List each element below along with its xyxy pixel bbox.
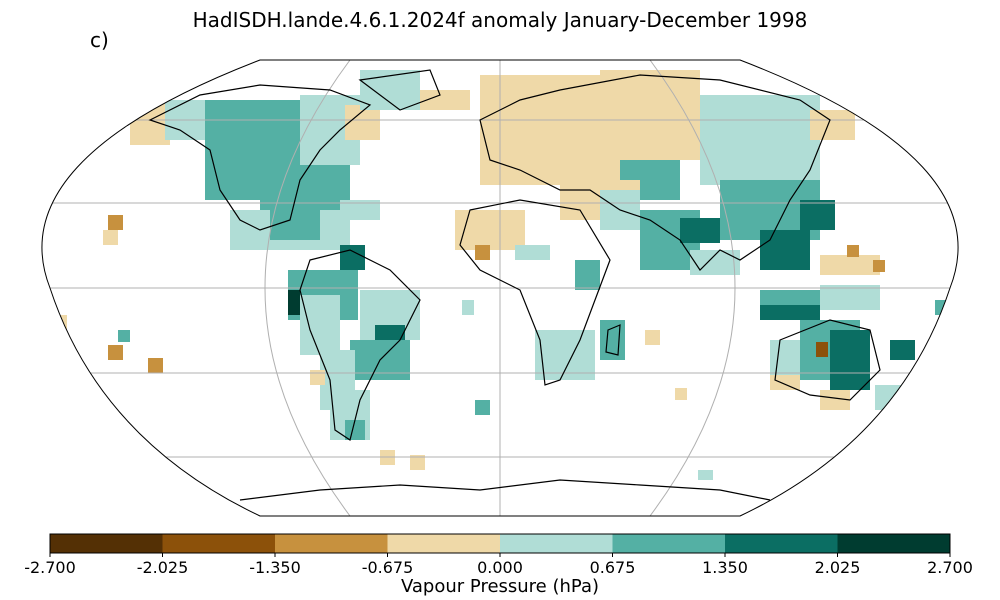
- grid-cell: [873, 260, 885, 272]
- grid-cell: [475, 400, 490, 415]
- grid-cell: [288, 290, 300, 315]
- grid-cell: [515, 245, 550, 260]
- grid-cell: [52, 315, 67, 330]
- colorbar-tick-label: -1.350: [249, 558, 301, 577]
- grid-cell: [420, 90, 470, 110]
- colorbar-segment: [725, 534, 838, 553]
- colorbar-segment: [275, 534, 388, 553]
- colorbar-tick-label: 1.350: [702, 558, 748, 577]
- grid-cell: [462, 300, 474, 315]
- grid-cell: [300, 295, 340, 355]
- graticule: [41, 60, 959, 516]
- colorbar-segment: [162, 534, 275, 553]
- colorbar-tick-label: -0.675: [361, 558, 414, 577]
- grid-cell: [345, 420, 365, 440]
- colorbar-segment: [50, 534, 163, 553]
- grid-cell: [770, 375, 800, 390]
- grid-cell: [800, 200, 835, 230]
- grid-cell: [108, 215, 123, 230]
- grid-cell: [645, 330, 660, 345]
- colorbar: [49, 533, 951, 557]
- grid-cell: [475, 245, 490, 260]
- grid-cell: [455, 210, 525, 250]
- grid-cell: [680, 218, 720, 243]
- grid-cell: [820, 285, 880, 310]
- grid-cell: [690, 250, 740, 275]
- grid-cell: [820, 390, 850, 410]
- grid-cell: [890, 340, 915, 360]
- grid-cell: [760, 230, 810, 270]
- colorbar-segment: [500, 534, 613, 553]
- grid-cell: [345, 105, 380, 140]
- grid-cell: [700, 95, 820, 185]
- grid-cell: [410, 455, 425, 470]
- grid-cell: [103, 230, 118, 245]
- grid-cell: [310, 370, 325, 385]
- colorbar-segment: [837, 534, 950, 553]
- grid-cell: [108, 345, 123, 360]
- colorbar-tick-label: -2.025: [136, 558, 189, 577]
- colorbar-tick-label: 0.000: [477, 558, 523, 577]
- map-border: [41, 59, 959, 517]
- grid-cell: [816, 342, 828, 357]
- colorbar-label: Vapour Pressure (hPa): [400, 576, 600, 597]
- grid-cell: [575, 260, 600, 290]
- grid-cell: [148, 358, 163, 373]
- grid-cell: [675, 388, 687, 400]
- colorbar-tick-label: 2.700: [927, 558, 973, 577]
- colorbar-tick-label: -2.700: [24, 558, 76, 577]
- grid-cell: [480, 75, 620, 185]
- grid-cell: [760, 305, 820, 320]
- grid-cell: [698, 470, 713, 480]
- grid-cell: [830, 330, 870, 390]
- grid-cell: [270, 210, 320, 240]
- grid-cell: [340, 200, 380, 220]
- grid-cell: [535, 330, 595, 380]
- grid-cell: [340, 245, 365, 270]
- colorbar-tick-label: 2.025: [814, 558, 861, 577]
- anomaly-grid: [52, 70, 950, 480]
- grid-cell: [847, 245, 859, 257]
- grid-cell: [130, 85, 170, 145]
- map-title: HadISDH.lande.4.6.1.2024f anomaly Januar…: [192, 8, 808, 32]
- grid-cell: [360, 70, 420, 110]
- coastlines: [148, 69, 881, 501]
- colorbar-tick-label: 0.675: [589, 558, 636, 577]
- grid-cell: [875, 385, 905, 410]
- grid-cell: [118, 330, 130, 342]
- grid-cell: [820, 255, 880, 275]
- colorbar-segment: [387, 534, 500, 553]
- panel-label: c): [90, 28, 109, 52]
- colorbar-segment: [612, 534, 725, 553]
- grid-cell: [810, 110, 855, 140]
- grid-cell: [60, 345, 75, 360]
